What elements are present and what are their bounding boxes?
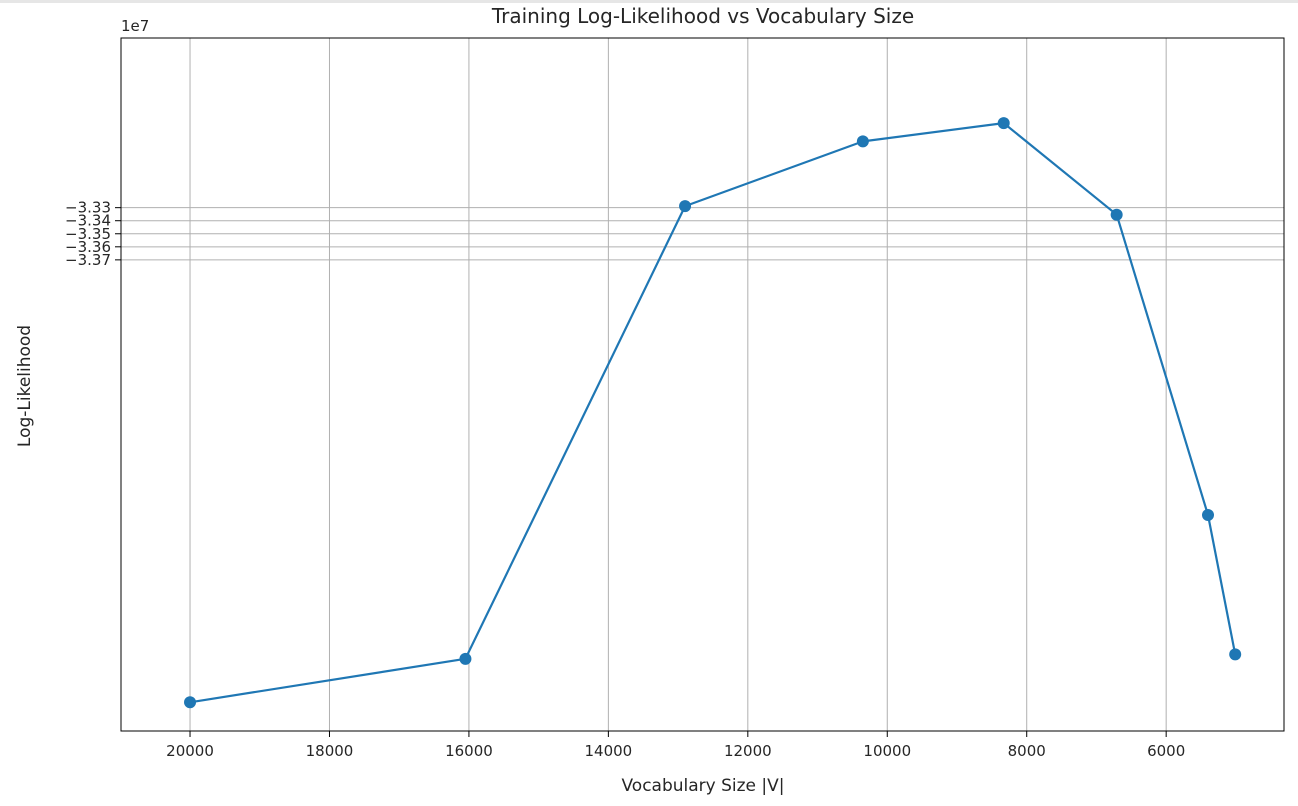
grid-lines [121,38,1284,731]
data-point [459,652,472,665]
x-tick-label: 20000 [166,742,214,760]
data-point [1202,509,1215,522]
data-point [1110,208,1123,221]
series-line [189,121,1237,704]
y-axis-label: Log-Likelihood [15,325,35,447]
x-tick-label: 18000 [306,742,354,760]
x-tick-label: 12000 [724,742,772,760]
x-tick-label: 14000 [585,742,633,760]
data-point [997,117,1010,130]
y-tick-label: −3.35 [65,225,111,243]
x-tick-label: 8000 [1008,742,1046,760]
y-tick-label: −3.36 [65,238,111,256]
x-tick-label: 6000 [1147,742,1185,760]
data-point [679,200,692,213]
y-tick-label: −3.37 [65,251,111,269]
axis-ticks: 20000 18000 16000 14000 12000 10000 8000 6000 −3… [65,199,1185,760]
window-top-edge [0,0,1298,3]
y-tick-label: −3.33 [65,199,111,217]
x-tick-label: 16000 [445,742,493,760]
y-axis-offset-label: 1e7 [121,17,149,35]
data-point [184,696,197,709]
x-axis-label: Vocabulary Size |V| [621,776,784,796]
data-point [856,135,869,148]
y-tick-label: −3.34 [65,212,111,230]
x-tick-label: 10000 [863,742,911,760]
chart-title: Training Log-Likelihood vs Vocabulary Si… [491,4,914,28]
series-group [184,117,1242,709]
data-point [1229,648,1242,661]
plot-frame [120,37,1285,732]
